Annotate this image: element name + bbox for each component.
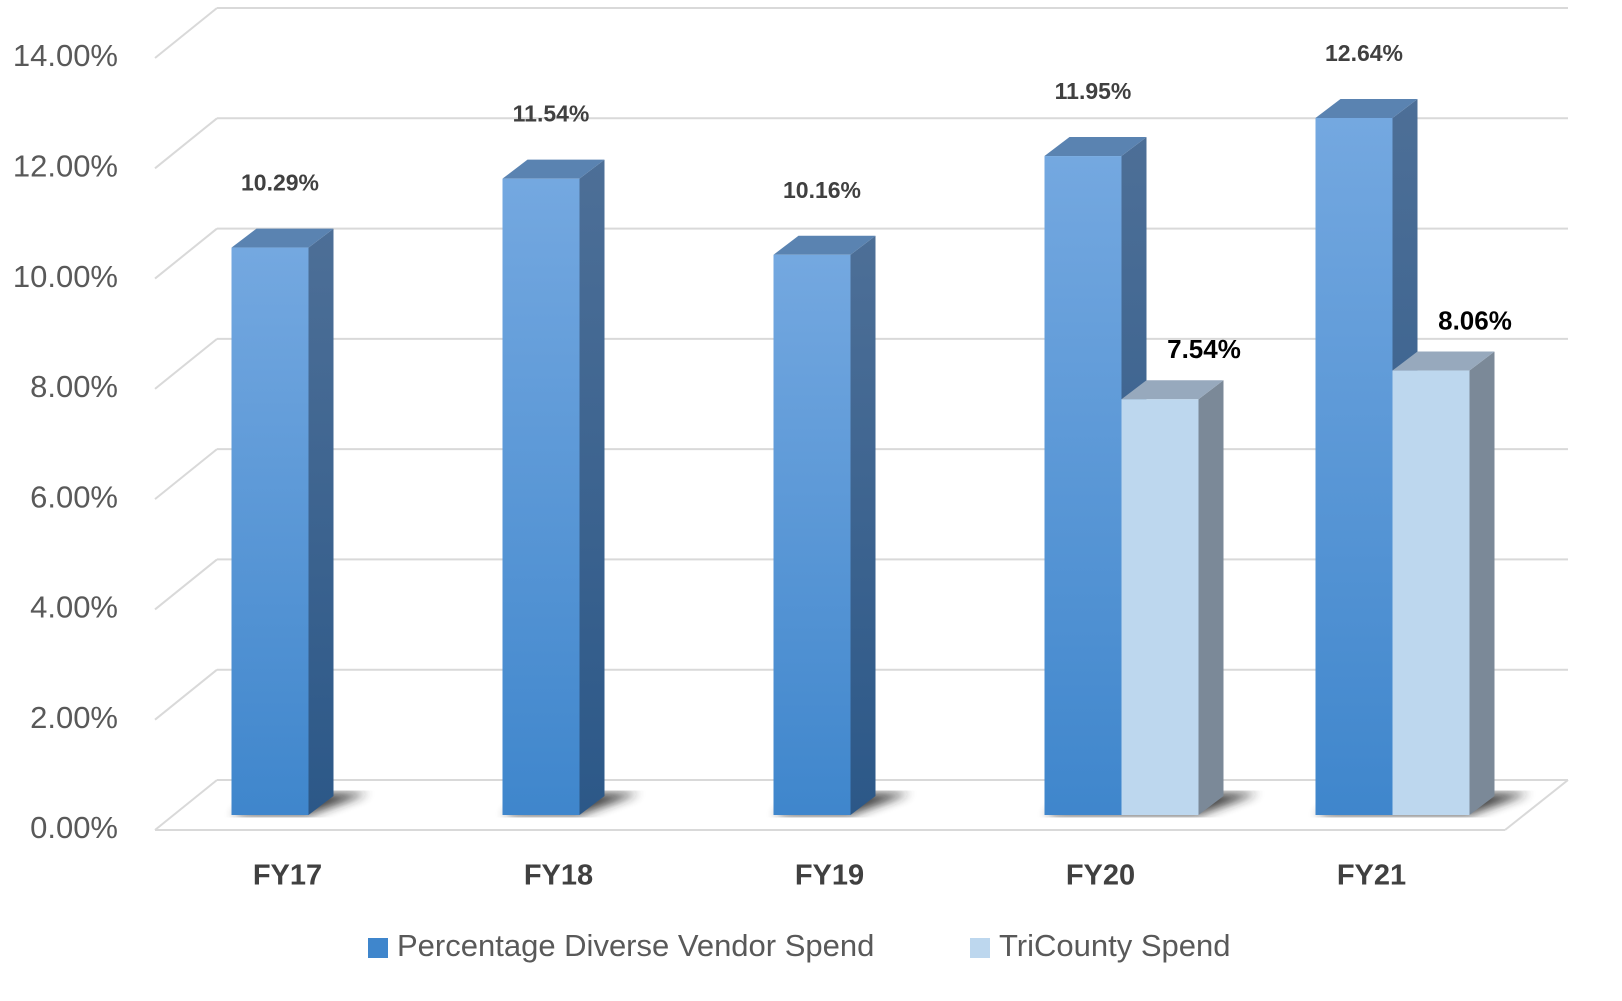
grid-line: [154, 448, 218, 500]
bar-top: [502, 159, 605, 179]
legend-label: TriCounty Spend: [999, 928, 1230, 963]
bar-side: [579, 159, 605, 815]
x-tick-label: FY17: [253, 860, 322, 892]
bar: [1044, 156, 1122, 816]
legend-swatch: [970, 938, 990, 958]
bar: [1392, 370, 1470, 815]
y-tick-label: 12.00%: [13, 148, 118, 183]
grid-line: [154, 117, 218, 170]
floor-edge: [1504, 779, 1569, 831]
bar-top: [1121, 380, 1224, 400]
value-label: 7.54%: [1167, 334, 1241, 364]
value-label: 11.54%: [513, 101, 590, 127]
bar-side: [850, 235, 876, 816]
bar: [773, 254, 851, 816]
value-label: 10.29%: [241, 170, 319, 196]
legend-label: Percentage Diverse Vendor Spend: [397, 928, 874, 963]
grid-line: [154, 7, 218, 59]
y-tick-label: 8.00%: [30, 369, 118, 404]
bar: [231, 247, 309, 815]
x-tick-label: FY20: [1066, 860, 1135, 892]
grid-line: [154, 558, 218, 611]
bar-top: [231, 228, 334, 248]
y-tick-label: 4.00%: [30, 590, 118, 625]
legend-swatch: [368, 938, 388, 958]
bar: [1315, 117, 1393, 816]
bar-side: [1198, 380, 1224, 815]
x-tick-label: FY21: [1337, 860, 1406, 892]
y-tick-label: 10.00%: [13, 259, 118, 294]
bar-top: [1044, 137, 1147, 157]
y-tick-label: 0.00%: [30, 810, 118, 845]
bar-side: [1469, 351, 1495, 815]
y-tick-label: 6.00%: [30, 479, 118, 514]
value-label: 12.64%: [1325, 40, 1403, 66]
bar-top: [773, 235, 876, 255]
value-label: 10.16%: [783, 177, 861, 203]
y-tick-label: 14.00%: [13, 38, 118, 73]
grid-line: [154, 227, 218, 280]
bar-top: [1392, 351, 1495, 371]
grid-line: [154, 338, 218, 390]
x-tick-label: FY19: [795, 860, 864, 892]
x-tick-label: FY18: [524, 860, 593, 892]
grid-line: [154, 779, 218, 831]
bar-top: [1315, 98, 1418, 118]
value-label: 11.95%: [1055, 78, 1132, 104]
value-label: 8.06%: [1438, 305, 1512, 335]
bar-side: [308, 228, 334, 815]
y-tick-label: 2.00%: [30, 700, 118, 735]
bar: [502, 178, 580, 815]
bar: [1121, 399, 1199, 815]
grid-line: [154, 668, 218, 721]
